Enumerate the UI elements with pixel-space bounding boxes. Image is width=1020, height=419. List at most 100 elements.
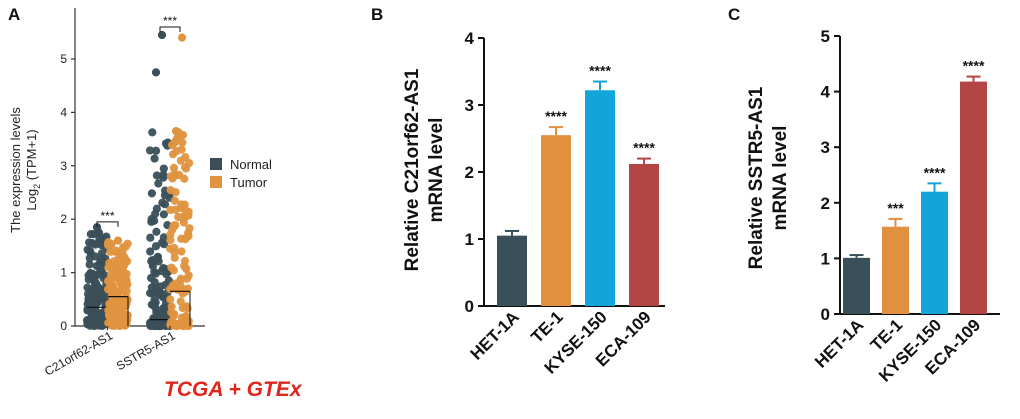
- scatter-point: [155, 311, 164, 320]
- scatter-point: [160, 191, 170, 200]
- panel-a: The expression levels Log2 (TPM+1) 01234…: [8, 8, 272, 379]
- bar: [497, 235, 527, 306]
- scatter-point: [113, 236, 123, 245]
- y-axis-label-c-line1: Relative SSTR5-AS1: [746, 86, 767, 269]
- scatter-point: [86, 268, 95, 278]
- scatter-point: [95, 235, 104, 244]
- scatter-point: [145, 146, 155, 155]
- scatter-point: [105, 278, 114, 287]
- y-axis-label-a-tail: (TPM+1): [24, 129, 39, 184]
- scatter-point: [151, 269, 161, 278]
- scatter-point: [85, 260, 94, 269]
- y-tick-label: 2: [821, 194, 830, 213]
- bar: [960, 81, 987, 314]
- scatter-point: [180, 256, 190, 266]
- scatter-point: [122, 279, 131, 288]
- scatter-point: [150, 278, 159, 287]
- scatter-point: [152, 204, 161, 213]
- scatter-point: [146, 233, 155, 242]
- y-axis-label-c-line2: mRNA level: [770, 126, 791, 231]
- scatter-point: [184, 211, 193, 220]
- y-tick-label: 4: [465, 29, 475, 48]
- tcga-gtex-caption: TCGA + GTEx: [164, 378, 303, 401]
- panel-label-b: B: [371, 5, 383, 24]
- scatter-point: [172, 146, 181, 156]
- y-axis-label-a-line2: Log2 (TPM+1): [24, 129, 42, 210]
- scatter-point: [178, 138, 187, 147]
- bars-c: ***********: [843, 58, 987, 314]
- scatter-point: [157, 238, 166, 247]
- scatter-point: [121, 242, 130, 251]
- legend-swatch: [210, 176, 222, 188]
- y-tick-label-a: 3: [60, 159, 67, 173]
- scatter-point: [97, 318, 106, 327]
- y-tick-label: 3: [821, 138, 830, 157]
- significance-label: ***: [100, 209, 114, 223]
- scatter-point: [150, 303, 160, 312]
- scatter-point: [100, 294, 109, 303]
- significance-label: ****: [589, 63, 611, 79]
- x-tick-label: HET-1A: [467, 307, 523, 363]
- scatter-point: [150, 154, 159, 163]
- scatter-point: [146, 247, 155, 256]
- scatter-point: [104, 306, 113, 315]
- y-tick-label: 5: [821, 27, 830, 46]
- bar: [541, 135, 571, 306]
- scatter-point: [166, 205, 175, 215]
- scatter-point: [181, 263, 190, 272]
- scatter-point: [151, 68, 161, 77]
- bar: [882, 226, 909, 314]
- scatter-point: [97, 249, 106, 258]
- scatter-point: [92, 261, 101, 271]
- scatter-point: [93, 286, 102, 295]
- y-axis-label-a-log: Log: [24, 189, 39, 211]
- significance-label: ****: [633, 140, 655, 156]
- significance-label: ****: [545, 108, 567, 124]
- x-tick-label-a: SSTR5-AS1: [114, 328, 178, 373]
- scatter-point: [185, 224, 194, 233]
- scatter-point: [150, 216, 159, 225]
- scatter-point: [151, 242, 161, 251]
- y-tick-label-a: 2: [60, 212, 67, 226]
- y-axis-label-a-sub: 2: [32, 184, 42, 189]
- y-axis-label-a-line1: The expression levels: [8, 107, 23, 233]
- significance-bracket: [96, 221, 119, 227]
- significance-label: ***: [887, 200, 904, 216]
- scatter-point: [166, 295, 175, 304]
- scatter-point: [90, 277, 99, 286]
- significance-label: ***: [163, 14, 177, 28]
- y-tick-label: 1: [821, 249, 830, 268]
- scatter-point: [159, 164, 168, 173]
- scatter-point: [159, 210, 168, 219]
- scatter-points-a: [82, 30, 194, 331]
- scatter-point: [119, 303, 128, 312]
- scatter-point: [180, 205, 189, 214]
- scatter-point: [122, 313, 131, 322]
- scatter-point: [176, 297, 185, 306]
- scatter-point: [122, 297, 131, 306]
- x-tick-label-group-a: C21orf62-AS1: [42, 328, 115, 378]
- scatter-point: [180, 174, 189, 183]
- x-tick-label-group: HET-1A: [467, 307, 523, 363]
- x-tick-label-a: C21orf62-AS1: [42, 328, 115, 378]
- y-tick-label: 1: [465, 230, 474, 249]
- scatter-point: [184, 231, 193, 241]
- bar: [843, 257, 870, 314]
- scatter-point: [89, 304, 98, 314]
- scatter-point: [83, 245, 92, 254]
- scatter-point: [170, 138, 180, 147]
- y-tick-label-a: 5: [60, 52, 67, 66]
- significance-bracket: [159, 26, 181, 32]
- panel-label-c: C: [728, 5, 740, 24]
- scatter-point: [116, 265, 125, 274]
- scatter-point: [114, 313, 123, 322]
- scatter-point: [104, 238, 113, 247]
- significance-label: ****: [924, 164, 946, 180]
- scatter-point: [166, 230, 175, 239]
- panel-label-a: A: [8, 5, 20, 24]
- scatter-point: [159, 293, 169, 302]
- scatter-point: [148, 128, 157, 137]
- bars-b: **** **** ****: [497, 63, 659, 306]
- y-axis-label-b: Relative C21orf62-AS1 mRNA level: [402, 68, 447, 271]
